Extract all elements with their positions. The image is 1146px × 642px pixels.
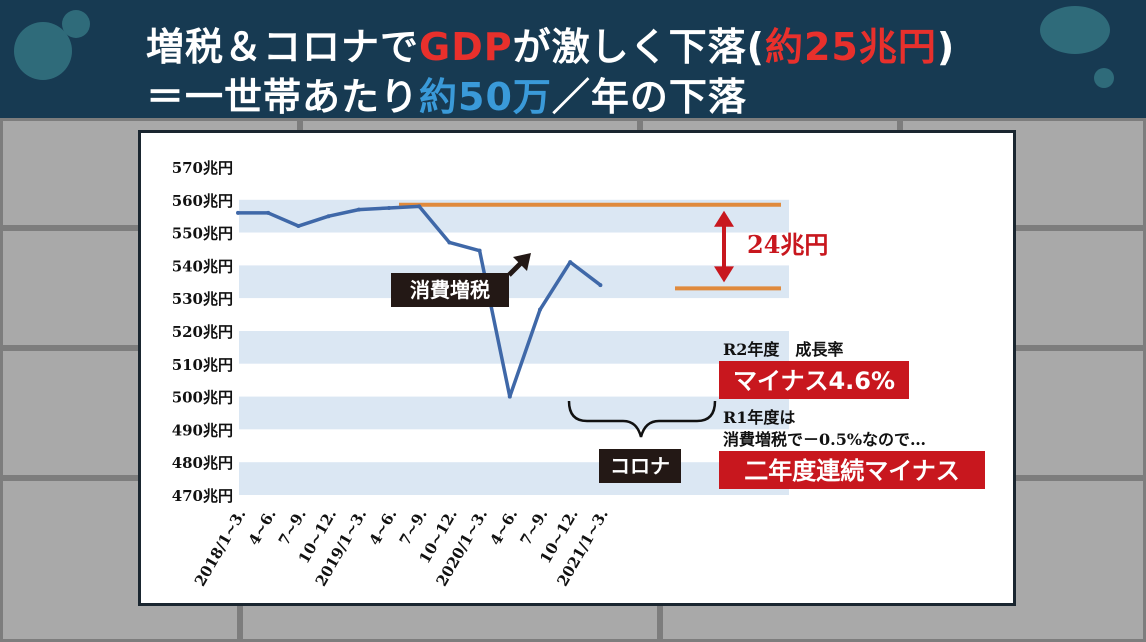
page-title-line1: 増税＆コロナでGDPが激しく下落(約25兆円) [146,25,956,69]
data-point [477,248,482,253]
header-banner: 増税＆コロナでGDPが激しく下落(約25兆円) ＝一世帯あたり約50万／年の下落 [0,0,1146,119]
r1-note-line1: R1年度は [723,408,795,427]
tax-arrow-head [513,253,531,271]
data-point [236,210,240,215]
data-point [568,260,573,265]
r2-growth-label: R2年度 成長率 [723,340,843,359]
y-tick-label: 500兆円 [172,389,233,407]
grid-band [239,396,789,430]
paint-splat-decoration [14,22,72,80]
chart-panel: 570兆円 560兆円 550兆円 540兆円 530兆円 520兆円 510兆円 500兆円… [138,130,1016,606]
x-tick-label: 4~6. [486,506,521,548]
grid-band [239,298,789,331]
x-tick-label: 2018/1~3. [191,506,250,589]
r1-note-line2: 消費増税で－0.5%なので… [723,430,926,449]
data-point [538,307,542,312]
data-point [296,224,301,229]
paint-splat-decoration [1094,68,1114,88]
y-tick-label: 510兆円 [172,356,233,374]
y-tick-label: 550兆円 [172,225,233,243]
data-point [507,394,512,399]
y-tick-label: 530兆円 [172,290,233,308]
y-tick-label: 470兆円 [172,487,233,505]
paint-splat-decoration [1040,6,1110,54]
y-tick-label: 480兆円 [172,454,233,472]
y-tick-label: 540兆円 [172,257,233,275]
grid-band [239,232,789,266]
tax-label: 消費増税 [410,278,490,302]
data-point [598,283,603,288]
y-tick-label: 560兆円 [172,192,233,210]
corona-label: コロナ [610,454,670,478]
grid-band [239,462,789,495]
gap-label: 24兆円 [747,230,828,259]
gdp-line-chart: 570兆円 560兆円 550兆円 540兆円 530兆円 520兆円 510兆円 500兆円… [172,159,985,589]
corona-label-box [599,449,681,483]
grid-band [239,429,789,463]
page-title-line2: ＝一世帯あたり約50万／年の下落 [146,75,747,119]
data-point [326,214,331,219]
x-tick-label: 4~6. [366,506,401,548]
grid-band [239,331,789,364]
r2-value-box [719,361,909,399]
y-tick-label: 570兆円 [172,159,233,177]
r1-value-box [719,451,985,489]
data-point [356,207,361,212]
gap-arrow [714,210,734,283]
data-point [266,210,271,215]
data-point [447,240,452,245]
y-tick-label: 520兆円 [172,323,233,341]
data-point [387,206,391,210]
r1-value: 二年度連続マイナス [744,457,960,485]
x-tick-label: 4~6. [245,506,280,548]
tax-label-box [391,273,509,307]
y-tick-label: 490兆円 [172,421,233,439]
data-point [417,204,422,209]
r2-value: マイナス4.6% [733,367,895,395]
grid-band [239,167,789,200]
corona-brace [567,400,717,438]
paint-splat-decoration [62,10,90,38]
